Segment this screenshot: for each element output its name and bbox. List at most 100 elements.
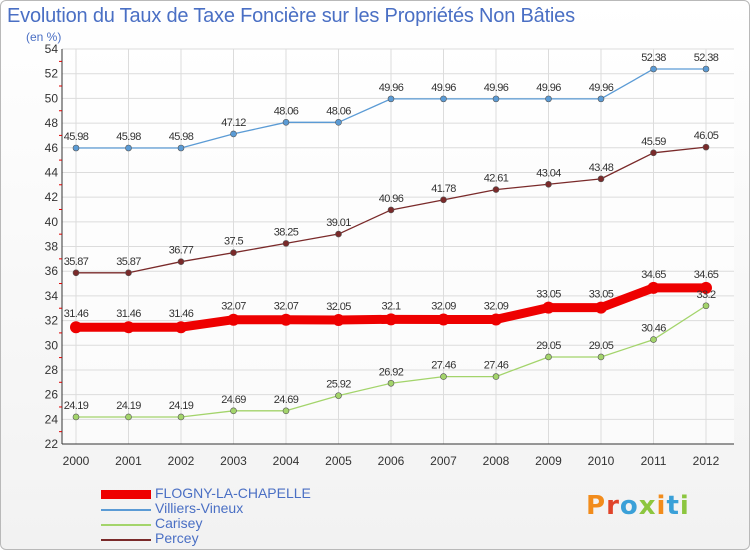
y-tick-label: 24	[45, 412, 59, 426]
data-point-flogny-la-chapelle	[490, 313, 502, 326]
data-label-villiers-vineux: 48.06	[274, 105, 299, 117]
logo-letter: i	[679, 491, 690, 521]
data-label-flogny-la-chapelle: 32.1	[381, 300, 400, 312]
legend-label-percey: Percey	[155, 530, 199, 546]
data-label-percey: 46.05	[694, 130, 719, 142]
data-point-flogny-la-chapelle	[175, 321, 187, 334]
data-point-percey	[177, 258, 185, 265]
y-tick-label: 44	[45, 165, 59, 179]
data-label-carisey: 29.05	[589, 340, 614, 352]
data-point-carisey	[545, 353, 552, 361]
logo-letter: o	[619, 491, 639, 521]
data-point-villiers-vineux	[492, 95, 500, 103]
legend-swatch-carisey	[101, 523, 151, 526]
x-tick-label: 2009	[535, 454, 562, 468]
data-label-flogny-la-chapelle: 34.65	[694, 269, 719, 281]
logo-letter: r	[606, 491, 620, 521]
data-label-carisey: 29.05	[536, 340, 561, 352]
data-point-villiers-vineux	[650, 65, 657, 73]
data-point-percey	[282, 240, 290, 247]
data-point-percey	[230, 249, 237, 256]
data-label-carisey: 24.19	[169, 400, 194, 412]
x-tick-label: 2011	[641, 454, 667, 468]
data-point-carisey	[72, 413, 80, 421]
data-label-percey: 35.87	[116, 256, 141, 268]
data-point-percey	[440, 196, 447, 204]
data-point-carisey	[387, 379, 395, 387]
data-label-carisey: 30.46	[641, 323, 666, 335]
data-point-percey	[650, 149, 657, 157]
data-point-carisey	[440, 373, 447, 380]
data-point-percey	[702, 143, 710, 151]
data-label-flogny-la-chapelle: 32.09	[431, 300, 456, 312]
data-point-flogny-la-chapelle	[595, 301, 607, 314]
y-tick-label: 48	[45, 116, 59, 130]
y-tick-label: 42	[45, 190, 59, 204]
x-tick-label: 2012	[693, 454, 720, 468]
y-tick-label: 50	[45, 91, 59, 105]
x-tick-label: 2005	[325, 454, 352, 468]
data-label-flogny-la-chapelle: 31.46	[116, 308, 141, 320]
logo-letter: P	[586, 491, 607, 521]
data-label-villiers-vineux: 52.38	[641, 52, 666, 64]
data-label-villiers-vineux: 45.98	[116, 131, 141, 143]
data-label-carisey: 24.19	[116, 400, 141, 412]
data-label-flogny-la-chapelle: 32.09	[484, 300, 509, 312]
data-point-flogny-la-chapelle	[437, 313, 450, 326]
x-tick-label: 2008	[483, 454, 510, 468]
data-point-villiers-vineux	[282, 119, 290, 126]
data-point-percey	[597, 175, 605, 183]
data-point-flogny-la-chapelle	[280, 313, 292, 326]
data-label-carisey: 24.19	[64, 400, 89, 412]
data-point-flogny-la-chapelle	[385, 313, 397, 326]
data-label-percey: 39.01	[326, 217, 351, 229]
y-tick-label: 54	[45, 42, 59, 56]
y-tick-label: 30	[45, 338, 59, 352]
data-point-villiers-vineux	[702, 65, 710, 73]
data-point-villiers-vineux	[545, 95, 552, 103]
legend-swatch-villiers-vineux	[101, 508, 151, 511]
chart-title: Evolution du Taux de Taxe Foncière sur l…	[7, 5, 575, 27]
x-tick-label: 2003	[220, 454, 247, 468]
data-label-villiers-vineux: 49.96	[431, 82, 456, 94]
data-point-carisey	[335, 392, 342, 399]
data-point-percey	[72, 269, 80, 277]
y-tick-label: 36	[45, 264, 59, 278]
data-point-percey	[335, 230, 342, 238]
data-point-villiers-vineux	[597, 95, 605, 103]
data-label-percey: 42.61	[484, 173, 509, 185]
x-tick-label: 2004	[273, 454, 300, 468]
data-label-villiers-vineux: 47.12	[221, 117, 246, 129]
data-label-villiers-vineux: 45.98	[64, 131, 89, 143]
x-tick-label: 2010	[588, 454, 615, 468]
data-label-percey: 36.77	[169, 245, 194, 257]
y-tick-label: 46	[45, 141, 59, 155]
data-label-villiers-vineux: 49.96	[484, 82, 509, 94]
y-tick-label: 38	[45, 240, 59, 254]
data-label-villiers-vineux: 52.38	[694, 52, 719, 64]
data-point-flogny-la-chapelle	[542, 301, 555, 314]
data-label-carisey: 24.69	[274, 394, 299, 406]
x-tick-label: 2007	[430, 454, 457, 468]
legend-label-villiers-vineux: Villiers-Vineux	[155, 500, 244, 516]
data-point-percey	[125, 269, 132, 277]
x-tick-label: 2002	[168, 454, 195, 468]
data-label-carisey: 33.2	[696, 289, 715, 301]
data-label-flogny-la-chapelle: 31.46	[64, 308, 89, 320]
logo-letter: x	[638, 491, 657, 521]
data-point-carisey	[230, 407, 237, 415]
data-label-villiers-vineux: 49.96	[379, 82, 404, 94]
data-point-percey	[387, 206, 395, 214]
x-tick-label: 2001	[115, 454, 142, 468]
y-tick-label: 22	[45, 437, 59, 451]
data-label-carisey: 26.92	[379, 366, 404, 378]
data-point-carisey	[177, 413, 185, 421]
data-point-flogny-la-chapelle	[70, 321, 82, 334]
data-point-flogny-la-chapelle	[647, 281, 660, 294]
data-label-flogny-la-chapelle: 32.07	[221, 301, 246, 313]
data-point-carisey	[702, 302, 710, 310]
data-label-flogny-la-chapelle: 33.05	[589, 289, 614, 301]
logo-letter: t	[666, 491, 680, 521]
data-label-flogny-la-chapelle: 32.05	[326, 301, 351, 313]
data-label-villiers-vineux: 45.98	[169, 131, 194, 143]
